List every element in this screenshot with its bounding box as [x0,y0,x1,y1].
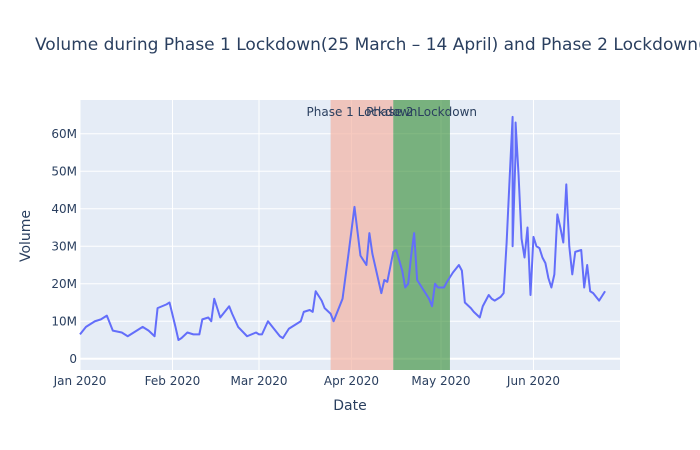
x-tick-label: Apr 2020 [324,374,379,388]
x-tick-label: May 2020 [411,374,470,388]
x-axis-label: Date [333,398,366,414]
x-tick-label: Mar 2020 [231,374,288,388]
series-line-1 [79,115,606,341]
x-tick-label: Feb 2020 [145,374,201,388]
y-tick-label: 20M [51,277,77,291]
shaded-regions [330,100,450,370]
y-axis-ticks: 0 10M 20M 30M 40M 50M 60M [51,127,77,366]
shaded-region-2 [393,100,450,370]
x-tick-label: Jan 2020 [53,374,107,388]
shaded-region-label-1: Phase 1 Lockdown [307,105,418,119]
y-tick-label: 40M [51,202,77,216]
y-tick-label: 50M [51,164,77,178]
y-tick-label: 60M [51,127,77,141]
y-tick-label: 0 [69,352,77,366]
y-axis-label: Volume [18,210,34,262]
y-tick-label: 30M [51,239,77,253]
x-tick-label: Jun 2020 [506,374,560,388]
x-axis-ticks: Jan 2020 Feb 2020 Mar 2020 Apr 2020 May 2020… [53,374,560,388]
shaded-region-label-2: Phase 2 Lockdown [366,105,477,119]
shaded-region-1 [330,100,394,370]
chart-title: Volume during Phase 1 Lockdown(25 March … [35,35,700,55]
y-tick-label: 10M [51,314,77,328]
series-layer [79,115,606,341]
